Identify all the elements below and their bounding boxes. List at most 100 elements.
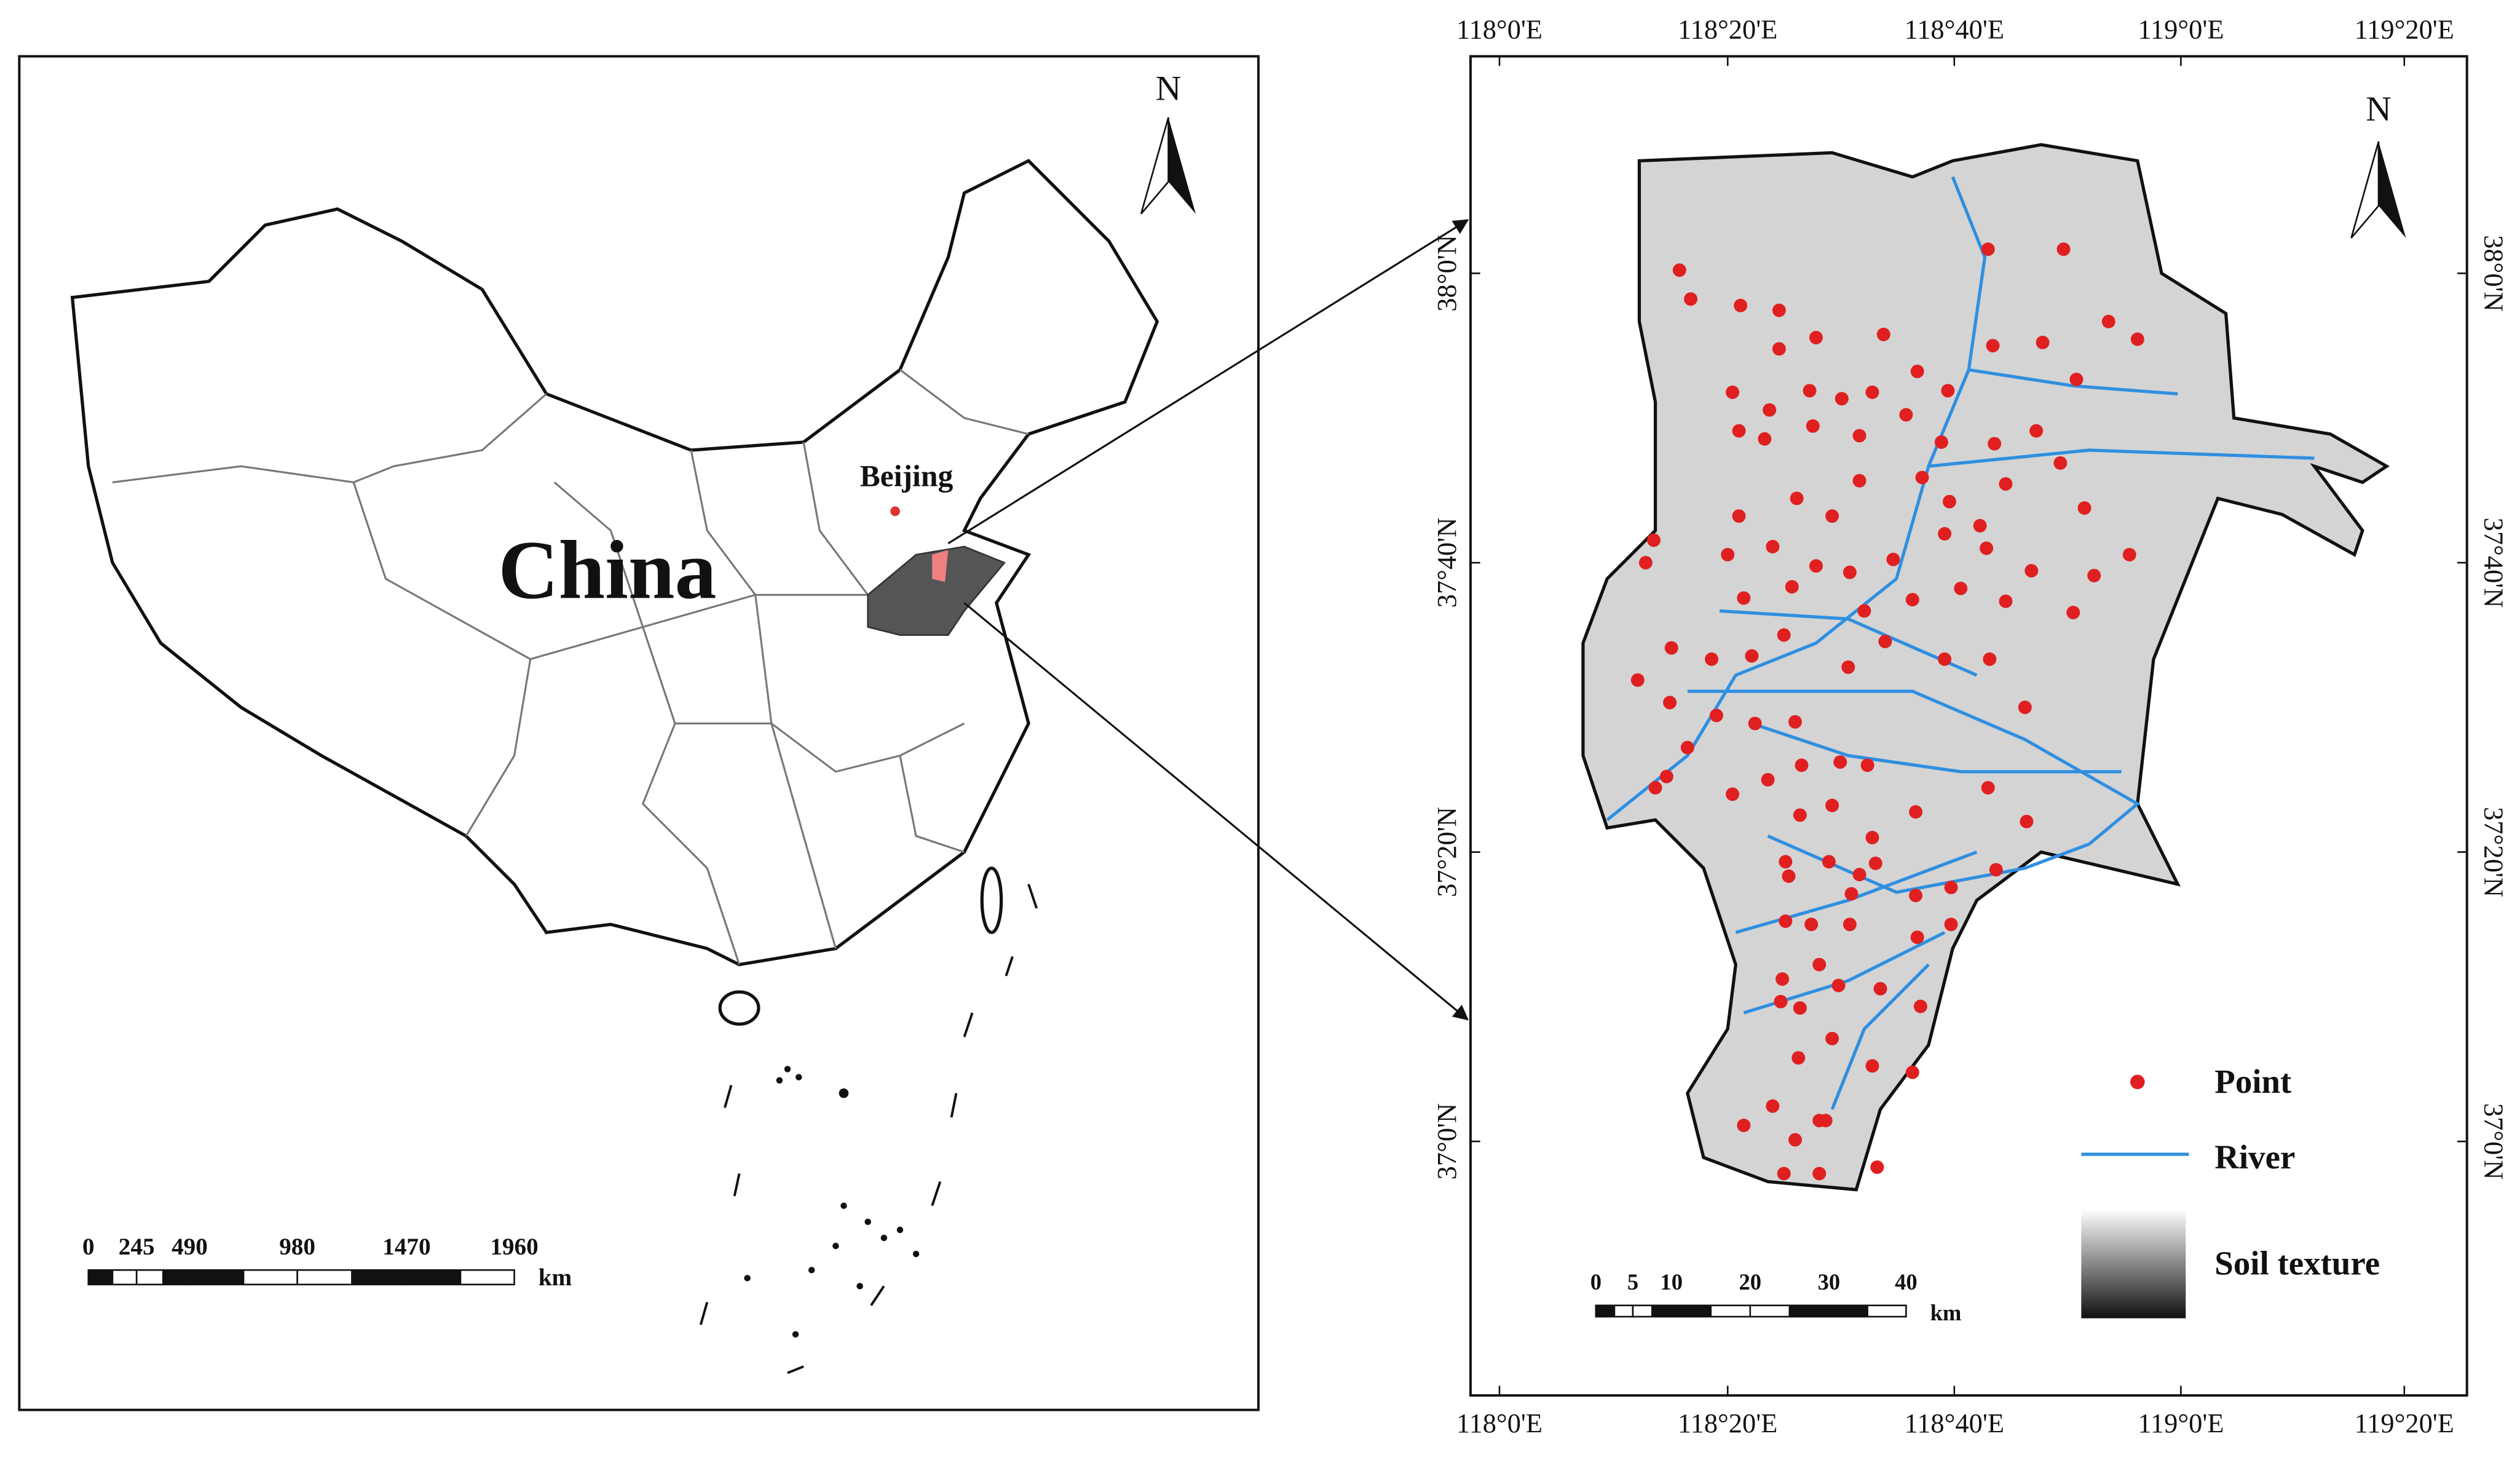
legend-label: Soil texture	[2214, 1245, 2380, 1282]
sample-point	[2056, 242, 2071, 256]
sample-point	[2130, 332, 2144, 346]
sample-point	[1876, 327, 1890, 341]
sample-point	[1999, 594, 2013, 608]
study-area-highlight	[932, 550, 949, 582]
scale-segment	[1613, 1304, 1634, 1318]
lon-label: 118°20'E	[1678, 14, 1777, 45]
scale-unit: km	[1930, 1300, 1962, 1325]
sample-point	[1843, 918, 1857, 932]
sample-point	[1761, 772, 1775, 787]
sample-point	[1983, 652, 1997, 666]
lat-label: 37°0'N	[2479, 1103, 2510, 1180]
sample-point	[1873, 981, 1887, 996]
scale-label: 245	[119, 1234, 155, 1260]
north-arrow	[1168, 117, 1196, 214]
sample-point	[1734, 298, 1748, 312]
lon-label: 119°0'E	[2138, 14, 2224, 45]
sample-point	[1865, 831, 1879, 845]
north-arrow	[2378, 141, 2406, 238]
sample-point	[1777, 1167, 1791, 1181]
sample-point	[1812, 1167, 1827, 1181]
scale-segment	[111, 1269, 138, 1286]
sample-point	[1909, 889, 1923, 903]
sample-point	[1804, 918, 1819, 932]
lat-label: 37°40'N	[1431, 518, 1462, 608]
sample-point	[1705, 652, 1719, 666]
lon-label: 119°20'E	[2355, 1408, 2454, 1438]
lon-label: 118°0'E	[1456, 14, 1542, 45]
sample-point	[1831, 978, 1846, 993]
sample-point	[1909, 805, 1923, 819]
sample-point	[1878, 635, 1892, 649]
sample-point	[1999, 477, 2013, 491]
shandong	[867, 545, 1006, 636]
country-label: China	[498, 524, 716, 616]
sample-point	[1973, 518, 1987, 533]
north-arrow	[1140, 117, 1169, 215]
sample-point	[1772, 303, 1786, 317]
sample-point	[1737, 1118, 1751, 1132]
lon-label: 118°40'E	[1905, 14, 2004, 45]
legend-soil-symbol	[2081, 1208, 2186, 1318]
province-lines	[112, 369, 1029, 965]
scale-segment	[406, 1269, 462, 1286]
lon-label: 118°0'E	[1456, 1408, 1542, 1438]
sample-point	[1870, 1160, 1884, 1174]
sample-point	[1886, 552, 1900, 566]
sample-point	[2029, 424, 2044, 438]
scale-segment	[1670, 1304, 1712, 1318]
scale-segment	[1651, 1304, 1673, 1318]
scale-label: 490	[172, 1234, 208, 1260]
sample-point	[1938, 652, 1952, 666]
sample-point	[1841, 660, 1855, 674]
sample-point	[1809, 559, 1823, 573]
lat-label: 38°0'N	[2479, 235, 2510, 312]
sample-point	[2024, 564, 2039, 578]
sample-point	[1774, 994, 1788, 1009]
sample-point	[1822, 855, 1836, 869]
scale-unit: km	[539, 1264, 572, 1291]
sample-point	[2069, 373, 2084, 386]
sample-point	[1745, 649, 1759, 663]
scale-label: 40	[1895, 1269, 1918, 1294]
sample-point	[1775, 972, 1790, 986]
sample-point	[1934, 435, 1948, 449]
sample-point	[1938, 526, 1952, 541]
sample-point	[1865, 385, 1879, 399]
sample-point	[1748, 716, 1762, 731]
scale-segment	[1749, 1304, 1791, 1318]
sample-point	[1672, 263, 1686, 277]
sample-point	[1941, 384, 1955, 398]
sample-point	[1981, 242, 1995, 256]
sample-point	[1726, 787, 1740, 801]
legend-label: River	[2214, 1138, 2295, 1176]
sample-point	[1721, 547, 1735, 561]
sample-point	[2122, 547, 2136, 561]
lon-label: 119°20'E	[2355, 14, 2454, 45]
sample-point	[2053, 456, 2068, 470]
sample-point	[1646, 533, 1661, 547]
china-map	[70, 159, 1159, 1374]
scale-segment	[135, 1269, 164, 1286]
sample-point	[1905, 1065, 1919, 1079]
sample-point	[2020, 814, 2034, 828]
sample-point	[1737, 591, 1751, 605]
sample-point	[1684, 292, 1698, 306]
sample-point	[1852, 868, 1866, 882]
sample-point	[2066, 606, 2080, 620]
sample-point	[1648, 781, 1662, 795]
sample-point	[2077, 501, 2091, 515]
sample-point	[1905, 593, 1919, 607]
sample-point	[1857, 604, 1871, 618]
sample-point	[1809, 331, 1823, 345]
sample-point	[1989, 863, 2003, 877]
sample-point	[2036, 335, 2050, 349]
scale-segment	[242, 1269, 298, 1286]
city-label: Beijing	[860, 459, 954, 493]
sample-point	[1910, 364, 1924, 378]
beijing-marker	[890, 506, 900, 517]
sample-point	[1663, 696, 1677, 710]
islands	[744, 1066, 920, 1338]
sample-point	[1788, 1133, 1802, 1147]
